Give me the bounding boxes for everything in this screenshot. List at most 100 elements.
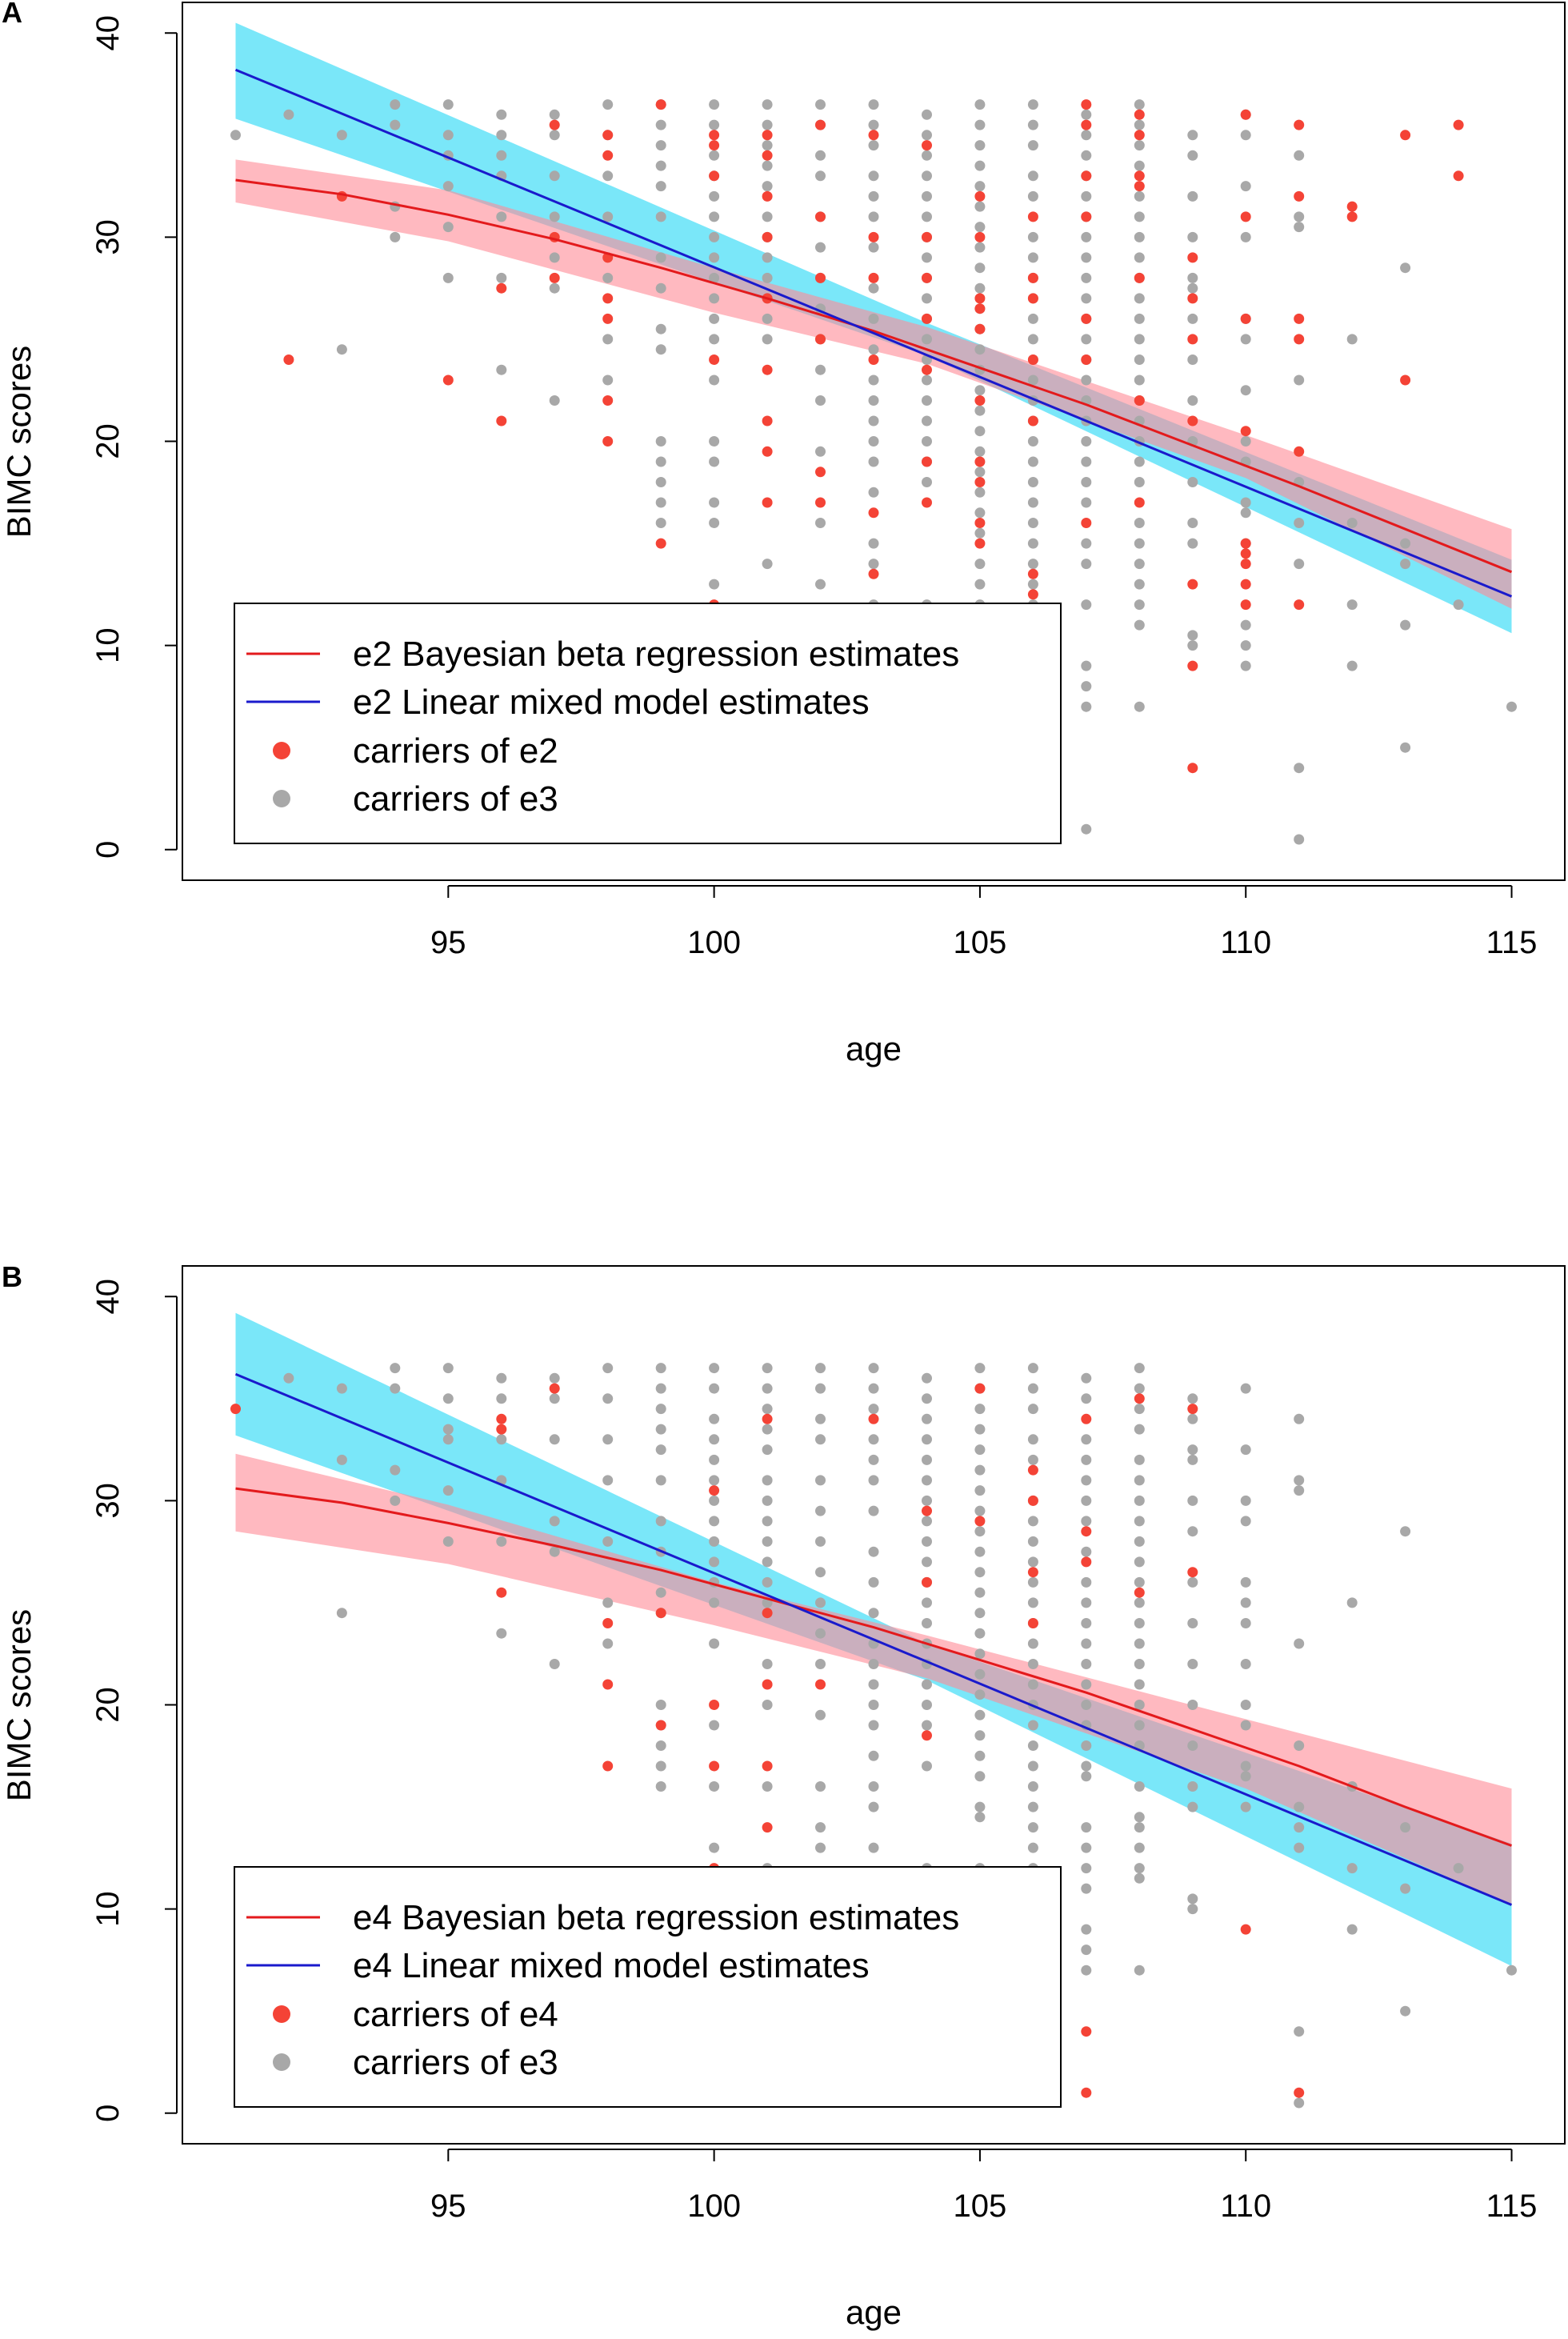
e3-carrier-point xyxy=(549,1393,560,1404)
e3-carrier-point xyxy=(1187,1740,1198,1751)
e3-carrier-point xyxy=(442,130,454,141)
e3-carrier-point xyxy=(1346,660,1358,671)
e3-carrier-point xyxy=(1081,190,1092,202)
e3-carrier-point xyxy=(1240,1444,1251,1456)
e3-carrier-point xyxy=(1027,99,1038,110)
e3-carrier-point xyxy=(1081,1822,1092,1833)
e3-carrier-point xyxy=(709,119,720,130)
e3-carrier-point xyxy=(1187,354,1198,365)
carrier-point xyxy=(815,272,826,283)
e3-carrier-point xyxy=(922,1556,932,1568)
confidence-band xyxy=(235,1453,1512,1905)
e3-carrier-point xyxy=(709,334,720,345)
e3-carrier-point xyxy=(1187,518,1198,528)
e3-carrier-point xyxy=(549,170,560,182)
e3-carrier-point xyxy=(1134,1842,1145,1853)
e3-carrier-point xyxy=(1027,1597,1038,1608)
e3-carrier-point xyxy=(1081,1638,1092,1649)
e3-carrier-point xyxy=(815,1363,826,1374)
e3-carrier-point xyxy=(922,1454,932,1465)
e3-carrier-point xyxy=(709,1516,720,1527)
e3-carrier-point xyxy=(1027,170,1038,182)
e3-carrier-point xyxy=(1187,1801,1198,1812)
e3-carrier-point xyxy=(709,1638,720,1649)
carrier-point xyxy=(922,313,932,324)
e3-carrier-point xyxy=(1081,477,1092,487)
panel-a: A 95 100 105 110 115 0 10 20 30 40 age BIMC scor… xyxy=(0,0,1566,1067)
e3-carrier-point xyxy=(762,1781,773,1792)
e3-carrier-point xyxy=(1134,619,1145,631)
e3-carrier-point xyxy=(815,1628,826,1639)
carrier-point xyxy=(762,415,773,427)
e3-carrier-point xyxy=(655,436,666,447)
carrier-point xyxy=(496,1413,507,1424)
e3-carrier-point xyxy=(709,272,720,283)
e3-carrier-point xyxy=(1134,1965,1145,1976)
e3-carrier-point xyxy=(974,1505,986,1516)
e3-carrier-point xyxy=(974,559,986,570)
e3-carrier-point xyxy=(336,344,347,355)
e3-carrier-point xyxy=(549,1434,560,1445)
estimate-line xyxy=(235,178,1513,574)
e3-carrier-point xyxy=(762,1556,773,1568)
e3-carrier-point xyxy=(709,293,720,304)
e3-carrier-point xyxy=(1081,272,1092,283)
e3-carrier-point xyxy=(1027,436,1038,447)
scatter-points-b xyxy=(230,1363,1517,2109)
e3-carrier-point xyxy=(1081,1863,1092,1874)
carrier-point xyxy=(1240,548,1251,559)
e3-carrier-point xyxy=(1027,231,1038,242)
e3-carrier-point xyxy=(1134,119,1145,130)
e3-carrier-point xyxy=(1134,1659,1145,1669)
e3-carrier-point xyxy=(922,293,932,304)
e3-carrier-point xyxy=(974,1689,986,1700)
e3-carrier-point xyxy=(974,1567,986,1578)
e3-carrier-point xyxy=(1081,701,1092,712)
e3-carrier-point xyxy=(655,477,666,487)
carrier-point xyxy=(815,497,826,508)
e3-carrier-point xyxy=(549,1516,560,1527)
carrier-point xyxy=(1240,579,1251,590)
e3-carrier-point xyxy=(815,364,826,375)
e3-carrier-point xyxy=(1346,518,1358,528)
e3-carrier-point xyxy=(709,1413,720,1424)
e3-carrier-point xyxy=(1187,1495,1198,1506)
e3-carrier-point xyxy=(815,1383,826,1394)
e3-carrier-point xyxy=(1027,1576,1038,1588)
e3-carrier-point xyxy=(549,1372,560,1384)
e3-carrier-point xyxy=(1187,1444,1198,1456)
legend-box-b xyxy=(234,1866,1062,2108)
e3-carrier-point xyxy=(974,140,986,151)
e3-carrier-point xyxy=(1081,436,1092,447)
carrier-point xyxy=(1187,763,1198,774)
e3-carrier-point xyxy=(1294,834,1305,845)
e3-carrier-point xyxy=(1240,1383,1251,1394)
e3-carrier-point xyxy=(1081,1495,1092,1506)
e3-carrier-point xyxy=(1134,190,1145,202)
e3-carrier-point xyxy=(1081,1740,1092,1751)
carrier-point xyxy=(230,1404,241,1415)
e3-carrier-point xyxy=(762,99,773,110)
e3-carrier-point xyxy=(1081,681,1092,692)
e3-carrier-point xyxy=(1187,313,1198,324)
e3-carrier-point xyxy=(655,1404,666,1415)
carrier-point xyxy=(974,538,986,549)
e3-carrier-point xyxy=(922,252,932,263)
e3-carrier-point xyxy=(1240,436,1251,447)
carrier-point xyxy=(602,436,614,447)
e3-carrier-point xyxy=(390,99,401,110)
legend-b: e4 Bayesian beta regression estimates e4… xyxy=(234,1866,1062,2108)
x-tick-label: 115 xyxy=(1486,925,1538,960)
carrier-point xyxy=(1400,130,1411,141)
e3-carrier-point xyxy=(1081,1760,1092,1772)
legend-box-a xyxy=(234,603,1062,844)
e3-carrier-point xyxy=(709,497,720,508)
e3-carrier-point xyxy=(1134,477,1145,487)
carrier-point xyxy=(974,231,986,242)
e3-carrier-point xyxy=(815,170,826,182)
carrier-point xyxy=(1134,395,1145,406)
e3-carrier-point xyxy=(1187,130,1198,141)
e3-carrier-point xyxy=(815,1505,826,1516)
carrier-point xyxy=(496,1587,507,1598)
e3-carrier-point xyxy=(762,1576,773,1588)
